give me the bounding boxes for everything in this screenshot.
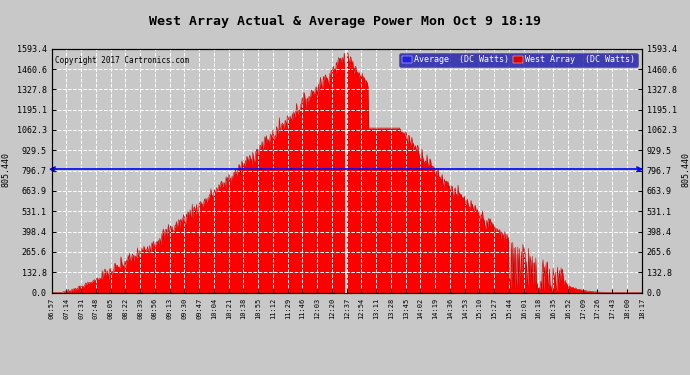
Text: 805.440: 805.440 [1, 152, 10, 187]
Text: 805.440: 805.440 [682, 152, 690, 187]
Text: West Array Actual & Average Power Mon Oct 9 18:19: West Array Actual & Average Power Mon Oc… [149, 15, 541, 28]
Text: Copyright 2017 Cartronics.com: Copyright 2017 Cartronics.com [55, 56, 189, 65]
Legend: Average  (DC Watts), West Array  (DC Watts): Average (DC Watts), West Array (DC Watts… [400, 53, 638, 67]
